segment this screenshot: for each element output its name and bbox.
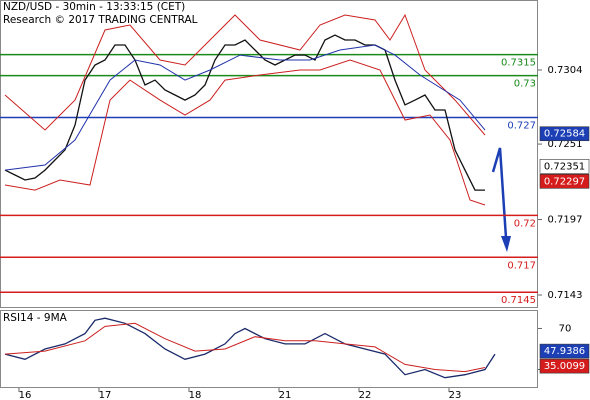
level-label: 0.72 <box>514 218 536 229</box>
y-tick-label: 70 <box>559 323 572 334</box>
rsi-title: RSI14 - 9MA <box>3 312 68 324</box>
price-marker-label: 0.72297 <box>544 176 585 187</box>
y-tick-label: 0.7197 <box>548 215 583 226</box>
level-label: 0.7145 <box>501 295 536 306</box>
price-marker-label: 0.72351 <box>544 161 585 172</box>
x-tick-label: 22 <box>359 390 372 400</box>
chart-title: NZD/USD - 30min - 13:33:15 (CET) <box>3 1 185 13</box>
y-tick-label: 0.7251 <box>548 139 583 150</box>
x-tick-label: 18 <box>189 390 202 400</box>
price-marker <box>539 343 590 359</box>
series-line <box>4 34 485 191</box>
chart-subtitle: Research © 2017 TRADING CENTRAL <box>3 14 198 26</box>
forecast-arrow <box>491 147 508 239</box>
price-marker-label: 47.9386 <box>544 346 585 357</box>
series-line <box>4 317 496 379</box>
y-tick-label: 0.7143 <box>548 290 583 301</box>
series-line <box>4 59 486 206</box>
x-tick-label: 16 <box>19 390 32 400</box>
price-marker <box>539 358 590 374</box>
x-tick-label: 17 <box>99 390 112 400</box>
series-line <box>4 13 486 136</box>
price-marker-label: 35.0099 <box>544 361 585 372</box>
forecast-arrow-head <box>501 236 511 252</box>
price-marker <box>539 173 590 189</box>
price-panel <box>0 0 538 308</box>
level-label: 0.717 <box>507 260 536 271</box>
level-label: 0.7315 <box>501 58 536 69</box>
price-marker <box>539 158 590 174</box>
price-marker-label: 0.72584 <box>544 129 585 140</box>
series-line <box>4 44 486 171</box>
level-label: 0.727 <box>507 121 536 132</box>
x-tick-label: 21 <box>279 390 292 400</box>
y-tick-label: 0.7304 <box>548 65 583 76</box>
level-label: 0.73 <box>514 79 536 90</box>
x-tick-label: 23 <box>449 390 462 400</box>
series-line <box>4 322 486 373</box>
rsi-panel <box>0 310 538 388</box>
price-marker <box>539 126 590 142</box>
